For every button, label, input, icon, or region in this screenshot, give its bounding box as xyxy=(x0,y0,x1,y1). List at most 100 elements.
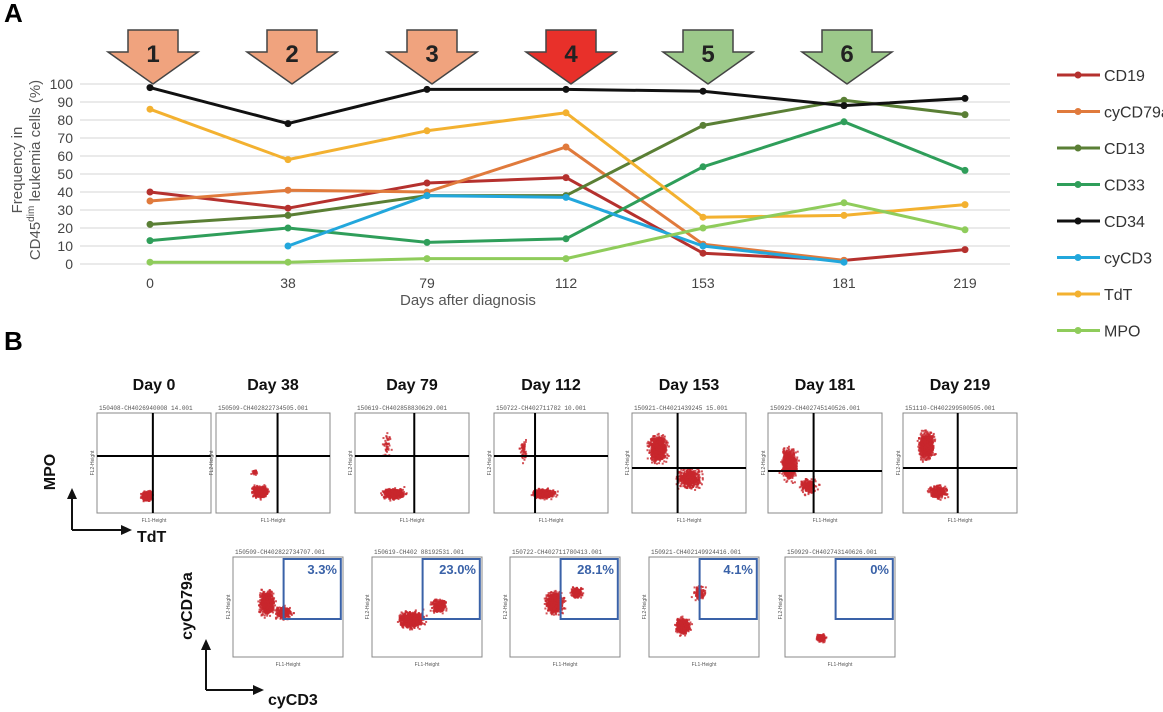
fl2-axis-label: FL2-Height xyxy=(348,450,354,475)
legend-item-cd13: CD13 xyxy=(1057,141,1145,158)
x-axis-title: Days after diagnosis xyxy=(400,292,536,309)
data-point-cycd3 xyxy=(284,242,292,250)
gate-box xyxy=(559,558,619,620)
fl2-axis-label: FL2-Height xyxy=(625,450,631,475)
series-tdt xyxy=(146,105,969,221)
legend-marker xyxy=(1074,327,1082,334)
scatter-plot: 150929-CH402743140626.001 FL1-Height FL2-H… xyxy=(778,549,896,668)
x-tick-labels: 0 38 79 112 153 181 219 xyxy=(146,275,977,291)
plot-frame xyxy=(96,412,212,514)
gate-box xyxy=(421,558,481,620)
legend-item-tdt: TdT xyxy=(1057,287,1133,304)
plot-frame xyxy=(648,556,760,658)
scatter-plot: 150929-CH402745140526.001 FL1-Height FL2-H… xyxy=(761,405,883,524)
scatter-plot: 150509-CH402822734505.001 FL1-Height FL2-H… xyxy=(209,405,331,524)
fl2-axis-label: FL2-Height xyxy=(503,594,509,619)
fl1-axis-label: FL1-Height xyxy=(539,518,564,524)
data-point-cycd3 xyxy=(562,193,570,201)
legend-marker xyxy=(1074,181,1082,188)
fl1-axis-label: FL1-Height xyxy=(692,662,717,668)
scatter-dots xyxy=(543,586,585,616)
fl2-axis-label: FL2-Height xyxy=(761,450,767,475)
plot-frame xyxy=(371,556,483,658)
arrow-4: 4 xyxy=(523,29,619,85)
scatter-dots xyxy=(674,585,707,637)
plot-frame xyxy=(784,556,896,658)
data-point-cd13 xyxy=(961,111,969,119)
scatter-dots xyxy=(396,598,448,631)
row1-x-axis-label: TdT xyxy=(137,529,167,546)
scatter-dots xyxy=(380,432,408,502)
data-point-cd34 xyxy=(146,84,154,92)
data-point-mpo xyxy=(562,255,570,263)
fl2-axis-label: FL2-Height xyxy=(487,450,493,475)
fl2-axis-label: FL2-Height xyxy=(209,450,215,475)
data-point-cd19 xyxy=(961,246,969,254)
fl2-axis-label: FL2-Height xyxy=(778,594,784,619)
series-line-cd33 xyxy=(149,120,966,244)
row2-y-axis-label: cyCD79a xyxy=(179,572,196,640)
data-point-cycd3 xyxy=(840,258,848,266)
panel-label-a: A xyxy=(4,0,23,28)
fl1-axis-label: FL1-Height xyxy=(828,662,853,668)
legend-marker xyxy=(1074,71,1082,79)
series-cd33 xyxy=(146,118,969,246)
plot-frame xyxy=(902,412,1018,514)
day-label: Day 0 xyxy=(133,377,176,394)
row1-y-axis-label: MPO xyxy=(42,454,59,490)
arrow-shape xyxy=(660,29,756,85)
arrow-shape xyxy=(384,29,480,85)
data-point-cd13 xyxy=(840,96,848,104)
arrow-shape xyxy=(105,29,201,85)
gate-box xyxy=(282,558,342,620)
data-point-mpo xyxy=(840,199,848,207)
x-tick-label: 219 xyxy=(953,275,977,291)
y-tick-label: 60 xyxy=(57,148,73,164)
gate-percentage: 23.0% xyxy=(439,562,476,577)
arrow-label: 1 xyxy=(146,41,159,68)
legend-item-cycd3: cyCD3 xyxy=(1057,251,1152,268)
legend-item-cd19: CD19 xyxy=(1057,68,1145,85)
series-line-cycd79a xyxy=(149,145,845,262)
data-point-cd13 xyxy=(699,121,707,129)
scatter-plot: 150921-CH402149924416.001 FL1-Height FL2-H… xyxy=(642,549,760,668)
fl1-axis-label: FL1-Height xyxy=(813,518,838,524)
data-point-cd34 xyxy=(284,120,292,128)
legend-label: cyCD3 xyxy=(1104,251,1152,268)
arrow-shape xyxy=(799,29,895,85)
data-point-cd13 xyxy=(146,220,154,228)
series-cd13 xyxy=(146,96,969,228)
series-line-mpo xyxy=(150,201,966,264)
legend-label: cyCD79a xyxy=(1104,105,1163,122)
y-tick-label: 80 xyxy=(57,112,73,128)
fl1-axis-label: FL1-Height xyxy=(261,518,286,524)
series-cd34 xyxy=(146,84,969,128)
legend-label: CD13 xyxy=(1104,141,1145,158)
arrow-label: 5 xyxy=(701,41,714,68)
plot-header: 150921-CH402149924416.001 xyxy=(651,549,741,556)
scatter-dots xyxy=(815,633,828,644)
scatter-plot: 150722-CH402711782 10.001 FL1-Height FL2-H… xyxy=(487,405,609,524)
legend-label: MPO xyxy=(1104,324,1140,341)
series-mpo xyxy=(146,199,969,266)
panel-label-b: B xyxy=(4,326,23,356)
gate-box xyxy=(698,558,758,620)
legend-marker xyxy=(1074,108,1082,115)
data-point-mpo xyxy=(146,258,154,266)
flow-cytometry-panel: Day 0 Day 38 Day 79 Day 112 Day 153 Day 181 Da… xyxy=(42,377,1018,709)
data-point-tdt xyxy=(699,213,707,221)
legend-item-mpo: MPO xyxy=(1057,324,1140,341)
scatter-plot: 150408-CH4026940008 14.001 FL1-Height FL2-… xyxy=(90,405,212,524)
day-label: Day 79 xyxy=(386,377,438,394)
row2-x-axis-label: cyCD3 xyxy=(268,692,318,709)
legend-item-cd34: CD34 xyxy=(1057,214,1145,231)
x-tick-label: 0 xyxy=(146,275,154,291)
data-point-mpo xyxy=(699,224,707,232)
scatter-plot: 151110-CH402299500505.001 FL1-Height FL2-H… xyxy=(896,405,1018,524)
fl1-axis-label: FL1-Height xyxy=(415,662,440,668)
data-point-cd34 xyxy=(840,102,848,110)
y-tick-label: 0 xyxy=(65,256,73,272)
plot-header: 150509-CH402822734707.001 xyxy=(235,549,325,556)
data-point-cycd3 xyxy=(699,242,707,250)
